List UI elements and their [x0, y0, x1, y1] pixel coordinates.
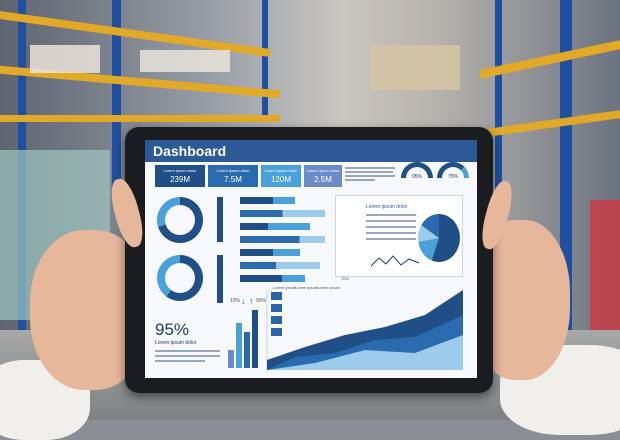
kpi-value: 2.5M [314, 175, 332, 184]
arrow-down-icon: ↓ [241, 296, 246, 306]
text-line [155, 350, 220, 352]
text-line [366, 214, 416, 216]
filter-button[interactable] [271, 304, 282, 312]
shelf-beam [0, 115, 280, 122]
kpi-label: Lorem ipsum dolor [163, 168, 197, 173]
text-line [366, 238, 416, 240]
box [30, 45, 100, 73]
text-line [345, 171, 393, 173]
legend-item: Lorem ipsum [317, 285, 341, 290]
kpi-card[interactable]: Lorem ipsum dolor 2.5M [304, 165, 342, 187]
bar [228, 350, 234, 368]
legend-item: Lorem ipsum [273, 285, 297, 290]
kpi-value: 7.5M [224, 175, 242, 184]
bar [252, 310, 258, 368]
horizontal-bar [240, 210, 325, 217]
shelf-post [262, 0, 268, 120]
donut-chart [157, 255, 203, 301]
horizontal-bar [240, 223, 310, 230]
text-line [366, 226, 416, 228]
kpi-label: Lorem ipsum dolor [216, 168, 250, 173]
vertical-bar [217, 255, 223, 303]
pie-panel: Lorem ipsum dolor [335, 195, 463, 277]
stat-value: 95% [155, 320, 190, 339]
percent-label: 70% [341, 276, 350, 281]
page-title: Dashboard [145, 140, 477, 162]
gauge-chart [401, 162, 433, 178]
kpi-card[interactable]: Lorem ipsum dolor 239M [155, 165, 205, 187]
kpi-label: Lorem ipsum dolor [264, 168, 298, 173]
horizontal-bar [240, 275, 305, 282]
gauge-label: 95% [411, 174, 422, 180]
area-chart [266, 290, 463, 370]
kpi-value: 239M [169, 175, 190, 184]
kpi-value: 120M [270, 175, 291, 184]
shelf-post [495, 0, 502, 200]
dashboard-screen: Dashboard Lorem ipsum dolor 239M Lorem ip… [145, 140, 477, 378]
stat-label: Lorem ipsum dolor [155, 340, 197, 346]
up-percent: 90% [256, 298, 267, 304]
kpi-card[interactable]: Lorem ipsum dolor 120M [261, 165, 301, 187]
down-percent: 10% [230, 298, 241, 304]
filter-button[interactable] [271, 316, 282, 324]
red-crate [590, 200, 620, 330]
panel-title: Lorem ipsum dolor [366, 204, 408, 210]
donut-chart [157, 197, 203, 243]
text-line [345, 175, 395, 177]
bar [244, 332, 250, 368]
text-line [366, 232, 416, 234]
text-line [155, 360, 205, 362]
gauge-label: 75% [447, 174, 458, 180]
shelf-post [112, 0, 121, 200]
text-line [155, 355, 220, 357]
box [140, 50, 230, 72]
horizontal-bar [240, 262, 320, 269]
gauge-chart [437, 162, 469, 178]
arrow-up-icon: ↑ [249, 296, 254, 306]
horizontal-bar [240, 197, 295, 204]
text-line [345, 167, 395, 169]
horizontal-bar [240, 236, 325, 243]
kpi-label: Lorem ipsum dolor [306, 168, 340, 173]
text-line [366, 220, 416, 222]
box [370, 45, 460, 90]
kpi-card[interactable]: Lorem ipsum dolor 7.5M [208, 165, 258, 187]
filter-button[interactable] [271, 328, 282, 336]
filter-button[interactable] [271, 292, 282, 300]
bar [236, 323, 242, 368]
text-line [345, 179, 375, 181]
line-sparkline [371, 255, 420, 267]
pie-chart [418, 214, 460, 262]
vertical-bar [217, 197, 223, 242]
legend-item: Lorem ipsum [295, 285, 319, 290]
horizontal-bar [240, 249, 300, 256]
